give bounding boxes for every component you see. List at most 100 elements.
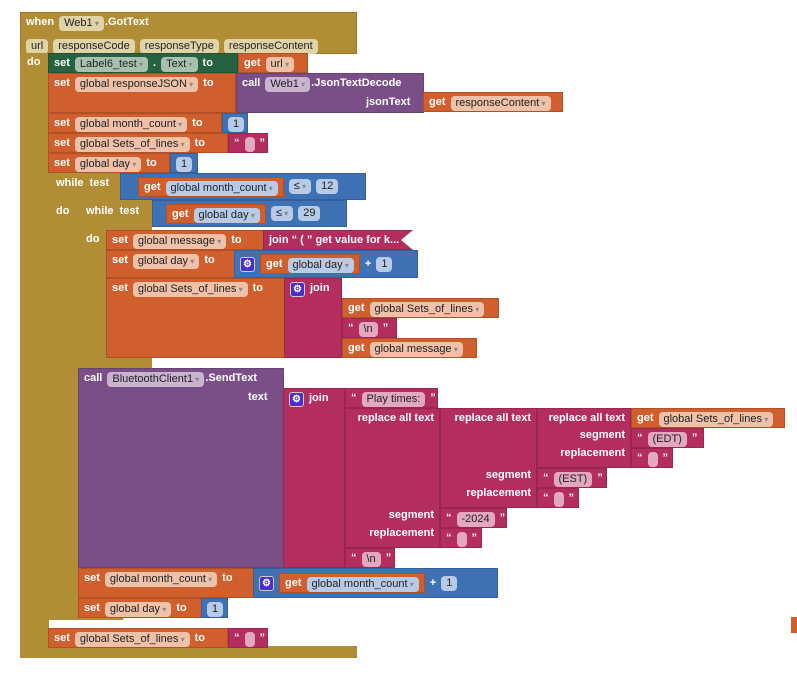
set-sets-of-lines-block[interactable]: set global Sets_of_lines to	[48, 628, 228, 648]
edt-text-block[interactable]: “(EDT)”	[631, 428, 704, 448]
text-field[interactable]: Play times:	[361, 392, 426, 407]
number-field[interactable]: 1	[441, 575, 458, 591]
var-dropdown[interactable]: global Sets_of_lines	[132, 282, 248, 297]
var-dropdown[interactable]: responseContent	[450, 96, 551, 111]
collapsed-join-block[interactable]: join “ ( ” get value for k...	[263, 230, 413, 250]
empty-text-block[interactable]: “”	[631, 448, 673, 468]
param-responseType[interactable]: responseType	[139, 39, 219, 54]
gear-icon[interactable]: ⚙	[289, 392, 304, 407]
add-block[interactable]: ⚙ get global day + 1	[234, 250, 418, 278]
text-field[interactable]	[244, 137, 255, 152]
get-month-count-block[interactable]: get global month_count	[279, 573, 425, 593]
number-field[interactable]: 1	[207, 602, 224, 617]
while-month-block[interactable]	[48, 173, 120, 200]
set-sets-of-lines-block[interactable]: set global Sets_of_lines to	[48, 133, 228, 153]
operator-dropdown[interactable]: ≤	[288, 179, 312, 194]
var-dropdown[interactable]: global month_count	[104, 572, 218, 587]
set-label-text-block[interactable]: set Label6_test . Text to	[48, 53, 238, 73]
gear-icon[interactable]: ⚙	[240, 256, 255, 272]
component-dropdown[interactable]: Label6_test	[74, 57, 149, 72]
get-sets-of-lines-block[interactable]: get global Sets_of_lines	[631, 408, 785, 428]
year-text-block[interactable]: “-2024”	[440, 508, 507, 528]
text-field[interactable]: \n	[358, 322, 378, 337]
var-dropdown[interactable]: global day	[104, 602, 172, 617]
text-field[interactable]	[647, 452, 658, 467]
join-block[interactable]: ⚙ join	[284, 278, 342, 358]
empty-text-block[interactable]: “”	[440, 528, 482, 548]
compare-month-block[interactable]: get global month_count ≤ 12	[120, 173, 366, 200]
set-sets-of-lines-block[interactable]: set global Sets_of_lines to	[106, 278, 286, 358]
var-dropdown[interactable]: global message	[369, 342, 463, 357]
var-dropdown[interactable]: global day	[287, 258, 354, 273]
number-block[interactable]: 1	[201, 598, 228, 618]
while-day-block[interactable]	[78, 200, 152, 230]
var-dropdown[interactable]: global message	[132, 234, 227, 249]
replace-all-block-middle[interactable]: replace all text segment replacement	[440, 408, 537, 508]
var-dropdown[interactable]: global month_count	[306, 577, 419, 592]
var-dropdown[interactable]: global day	[74, 157, 142, 172]
get-url-block[interactable]: get url	[238, 53, 308, 73]
empty-text-block[interactable]: “”	[228, 628, 268, 648]
text-field[interactable]	[553, 492, 564, 507]
number-block[interactable]: 1	[222, 113, 248, 133]
text-field[interactable]: -2024	[456, 512, 495, 527]
param-url[interactable]: url	[26, 39, 49, 54]
var-dropdown[interactable]: global month_count	[74, 117, 188, 132]
empty-text-block[interactable]: “”	[228, 133, 268, 153]
newline-text-block[interactable]: “\n”	[345, 548, 395, 568]
number-block[interactable]: 1	[170, 153, 198, 173]
gear-icon[interactable]: ⚙	[290, 282, 305, 297]
component-dropdown[interactable]: Web1	[59, 16, 104, 31]
param-responseCode[interactable]: responseCode	[53, 39, 135, 54]
set-day-block[interactable]: set global day to	[106, 250, 236, 278]
event-block[interactable]: when Web1 .GotText url responseCode resp…	[20, 12, 357, 54]
var-dropdown[interactable]: global day	[132, 254, 200, 269]
number-field[interactable]: 1	[228, 117, 245, 132]
number-field[interactable]: 1	[376, 256, 393, 272]
var-dropdown[interactable]: global day	[193, 207, 260, 223]
number-field[interactable]: 1	[176, 157, 193, 172]
get-responseContent-block[interactable]: get responseContent	[423, 92, 563, 112]
empty-text-block[interactable]: “”	[537, 488, 579, 508]
number-field[interactable]: 12	[316, 179, 339, 194]
set-message-block[interactable]: set global message to	[106, 230, 264, 250]
property-dropdown[interactable]: Text	[161, 57, 198, 72]
component-dropdown[interactable]: BluetoothClient1	[107, 372, 205, 387]
var-dropdown[interactable]: global Sets_of_lines	[658, 412, 774, 427]
var-dropdown[interactable]: global Sets_of_lines	[369, 302, 485, 317]
offscreen-block-fragment[interactable]	[791, 617, 797, 633]
get-message-block[interactable]: get global message	[342, 338, 477, 358]
get-month-count-block[interactable]: get global month_count	[138, 176, 284, 197]
get-day-block[interactable]: get global day	[260, 254, 360, 274]
component-dropdown[interactable]: Web1	[265, 77, 311, 92]
param-responseContent[interactable]: responseContent	[223, 39, 318, 54]
est-text-block[interactable]: “(EST)”	[537, 468, 607, 488]
operator-dropdown[interactable]: ≤	[270, 206, 294, 221]
set-day-block[interactable]: set global day to	[48, 153, 170, 173]
text-field[interactable]	[456, 532, 467, 547]
number-field[interactable]: 29	[298, 206, 321, 221]
set-day-block[interactable]: set global day to	[78, 598, 202, 618]
join-block[interactable]: ⚙ join	[283, 388, 345, 568]
newline-text-block[interactable]: “\n”	[342, 318, 397, 338]
replace-all-block-outer[interactable]: replace all text segment replacement	[345, 408, 440, 548]
bluetooth-sendtext-block[interactable]: call BluetoothClient1 .SendText	[78, 368, 284, 568]
set-month-count-block[interactable]: set global month_count to	[48, 113, 222, 133]
add-block[interactable]: ⚙ get global month_count + 1	[253, 568, 498, 598]
var-dropdown[interactable]: url	[265, 57, 294, 72]
var-dropdown[interactable]: global Sets_of_lines	[74, 137, 190, 152]
text-field[interactable]: (EST)	[553, 472, 593, 487]
replace-all-block-inner[interactable]: replace all text segment replacement	[537, 408, 631, 468]
var-dropdown[interactable]: global responseJSON	[74, 77, 199, 92]
compare-day-block[interactable]: get global day ≤ 29	[152, 200, 347, 227]
set-responseJSON-block[interactable]: set global responseJSON to	[48, 73, 236, 113]
text-field[interactable]: (EDT)	[647, 432, 687, 447]
play-times-text-block[interactable]: “Play times:”	[345, 388, 438, 408]
gear-icon[interactable]: ⚙	[259, 575, 274, 591]
get-sets-of-lines-block[interactable]: get global Sets_of_lines	[342, 298, 499, 318]
text-field[interactable]: \n	[361, 552, 381, 567]
get-day-block[interactable]: get global day	[166, 203, 266, 224]
text-field[interactable]	[244, 632, 255, 647]
var-dropdown[interactable]: global Sets_of_lines	[74, 632, 190, 647]
var-dropdown[interactable]: global month_count	[165, 180, 278, 196]
